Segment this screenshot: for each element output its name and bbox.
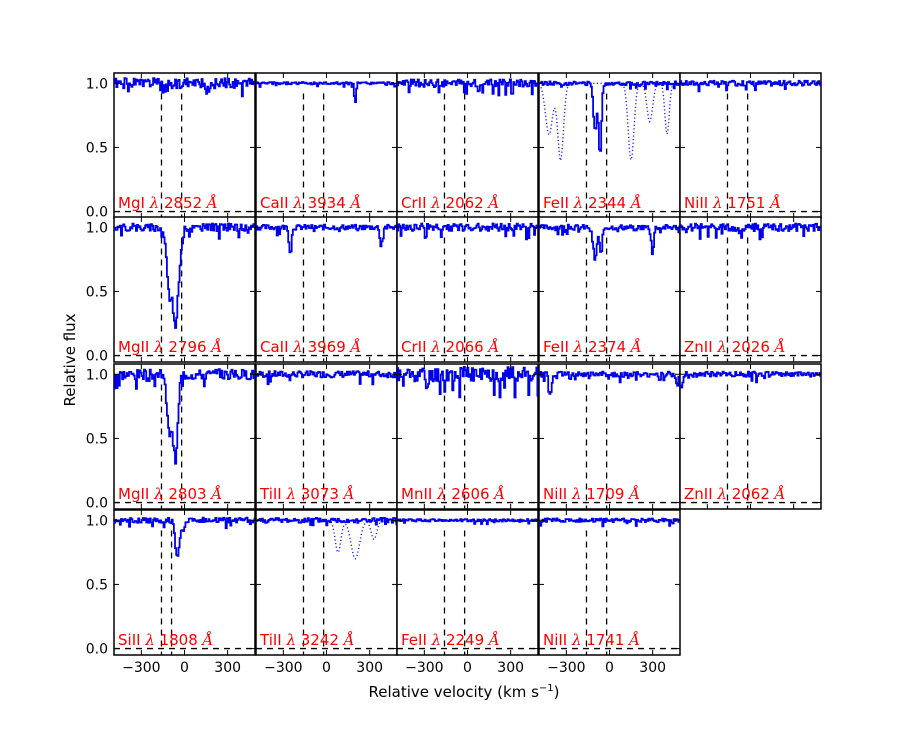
- panel-frame: [679, 72, 822, 219]
- x-tick-label: 0: [605, 660, 614, 676]
- transition-label: MnII λ 2606 Å: [401, 485, 505, 503]
- panel-frame: [538, 363, 681, 510]
- transition-label: TiII λ 3073 Å: [259, 485, 355, 503]
- x-tick-label: −300: [405, 660, 443, 676]
- y-tick-label: 1.0: [86, 220, 108, 236]
- flux-spectrum: [680, 222, 821, 241]
- spectrum-panel-feii-2344: FeII λ 2344 Å: [538, 72, 681, 219]
- y-tick-label: 1.0: [86, 76, 108, 92]
- transition-label: NiII λ 1709 Å: [543, 485, 640, 503]
- y-tick-label: 0.5: [86, 431, 108, 447]
- y-tick-label: 0.0: [86, 642, 108, 658]
- transition-label: CaII λ 3934 Å: [260, 194, 361, 212]
- transition-label: CaII λ 3969 Å: [260, 338, 361, 356]
- y-tick-label: 1.0: [86, 367, 108, 383]
- transition-label: CrII λ 2062 Å: [401, 194, 499, 212]
- x-tick-label: 300: [214, 660, 241, 676]
- x-tick-label: 0: [322, 660, 331, 676]
- flux-spectrum: [256, 517, 397, 527]
- spectrum-panel-niii-1751: NiII λ 1751 Å: [679, 72, 822, 219]
- flux-spectrum: [680, 370, 821, 389]
- spectrum-panel-niii-1741: −300 0 300 NiII λ 1741 Å: [538, 509, 681, 676]
- panel-grid: 0.0 0.5 1.0 MgI λ 2852 Å 0.0 0.5 1.0 MgII λ 279…: [86, 72, 822, 676]
- flux-spectrum: [256, 223, 397, 254]
- panel-frame: [396, 509, 539, 656]
- x-tick-label: −300: [122, 660, 160, 676]
- spectrum-panel-mgii-2803: 0.0 0.5 1.0 MgII λ 2803 Å: [86, 363, 256, 512]
- transition-label: MgII λ 2796 Å: [118, 338, 222, 356]
- panel-frame: [396, 216, 539, 363]
- spectrum-panel-znii-2026: ZnII λ 2026 Å: [679, 216, 822, 363]
- y-tick-label: 1.0: [86, 513, 108, 529]
- flux-spectrum: [680, 79, 821, 93]
- spectrum-panel-mgi-2852: 0.0 0.5 1.0 MgI λ 2852 Å: [86, 72, 256, 221]
- spectrum-panel-niii-1709: NiII λ 1709 Å: [538, 363, 681, 510]
- x-axis-label-superscript: −1: [539, 683, 554, 694]
- transition-label: MgII λ 2803 Å: [118, 485, 222, 503]
- flux-spectrum: [397, 518, 538, 526]
- flux-spectrum: [397, 222, 538, 241]
- panel-frame: [255, 216, 398, 363]
- y-tick-label: 0.0: [86, 349, 108, 365]
- x-tick-label: 300: [497, 660, 524, 676]
- spectrum-panel-caii-3969: CaII λ 3969 Å: [255, 216, 398, 363]
- transition-label: FeII λ 2249 Å: [401, 631, 500, 649]
- flux-spectrum: [397, 78, 538, 97]
- x-tick-label: 300: [356, 660, 383, 676]
- blend-spectrum-dotted: [256, 519, 397, 560]
- flux-spectrum: [114, 222, 255, 329]
- y-tick-label: 0.0: [86, 496, 108, 512]
- panel-frame: [538, 509, 681, 656]
- panel-frame: [113, 72, 256, 219]
- x-tick-label: 300: [639, 660, 666, 676]
- spectrum-panel-mgii-2796: 0.0 0.5 1.0 MgII λ 2796 Å: [86, 216, 256, 365]
- flux-spectrum: [539, 517, 680, 528]
- transition-label: ZnII λ 2062 Å: [684, 485, 785, 503]
- spectrum-panel-crii-2062: CrII λ 2062 Å: [396, 72, 539, 219]
- y-tick-label: 0.0: [86, 205, 108, 221]
- transition-label: ZnII λ 2026 Å: [684, 338, 785, 356]
- transition-label: MgI λ 2852 Å: [118, 194, 218, 212]
- x-tick-label: 0: [463, 660, 472, 676]
- x-tick-label: 0: [180, 660, 189, 676]
- panel-frame: [255, 509, 398, 656]
- panel-frame: [255, 363, 398, 510]
- spectrum-panel-crii-2066: CrII λ 2066 Å: [396, 216, 539, 363]
- flux-spectrum: [539, 80, 680, 152]
- y-tick-label: 0.5: [86, 577, 108, 593]
- flux-spectrum: [114, 368, 255, 465]
- transition-label: FeII λ 2374 Å: [543, 338, 642, 356]
- x-axis-label: Relative velocity (km s−1): [369, 683, 560, 701]
- x-tick-label: −300: [264, 660, 302, 676]
- spectrum-panel-znii-2062: ZnII λ 2062 Å: [679, 363, 822, 510]
- spectrum-panel-caii-3934: CaII λ 3934 Å: [255, 72, 398, 219]
- transition-label: FeII λ 2344 Å: [543, 194, 642, 212]
- y-axis-label: Relative flux: [61, 313, 79, 406]
- transition-label: CrII λ 2066 Å: [401, 338, 499, 356]
- flux-spectrum: [114, 516, 255, 557]
- flux-spectrum: [256, 370, 397, 386]
- panel-frame: [255, 72, 398, 219]
- y-tick-label: 0.5: [86, 284, 108, 300]
- transition-label: NiII λ 1741 Å: [543, 631, 640, 649]
- flux-spectrum: [539, 370, 680, 395]
- spectrum-panel-tiii-3073: TiII λ 3073 Å: [255, 363, 398, 510]
- transition-label: TiII λ 3242 Å: [259, 631, 355, 649]
- spectrum-panel-feii-2249: −300 0 300 FeII λ 2249 Å: [396, 509, 539, 676]
- spectrum-panel-mnii-2606: MnII λ 2606 Å: [396, 363, 539, 510]
- panel-frame: [396, 72, 539, 219]
- flux-spectrum: [114, 77, 255, 98]
- transition-label: NiII λ 1751 Å: [684, 194, 781, 212]
- x-tick-label: −300: [547, 660, 585, 676]
- flux-spectrum: [256, 81, 397, 103]
- transition-label: SiII λ 1808 Å: [118, 631, 213, 649]
- y-tick-label: 0.5: [86, 140, 108, 156]
- spectrum-panel-feii-2374: FeII λ 2374 Å: [538, 216, 681, 363]
- panel-frame: [679, 363, 822, 510]
- flux-spectrum: [539, 223, 680, 261]
